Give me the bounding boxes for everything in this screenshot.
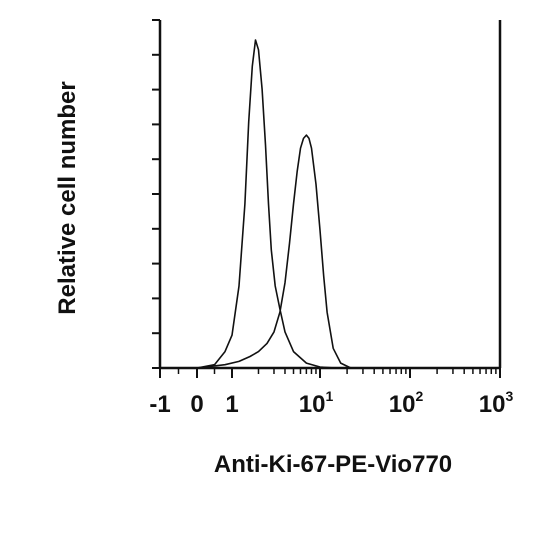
x-tick-label: 1	[225, 391, 238, 418]
x-tick-label: 102	[389, 388, 424, 418]
y-axis-title: Relative cell number	[54, 81, 81, 314]
histogram-curve-2	[196, 134, 352, 369]
x-tick-label: -1	[149, 391, 170, 418]
x-tick-labels: -1 0 1 101 102 103	[149, 388, 513, 418]
x-tick-label: 103	[479, 388, 514, 418]
plot-frame	[158, 20, 502, 370]
y-axis-ticks	[152, 19, 160, 369]
x-axis-ticks	[159, 368, 501, 378]
x-axis-title: Anti-Ki-67-PE-Vio770	[214, 451, 452, 478]
x-tick-label: 0	[190, 391, 203, 418]
histogram-series	[196, 39, 352, 369]
histogram-curve-1	[196, 39, 336, 369]
x-tick-label: 101	[299, 388, 334, 418]
